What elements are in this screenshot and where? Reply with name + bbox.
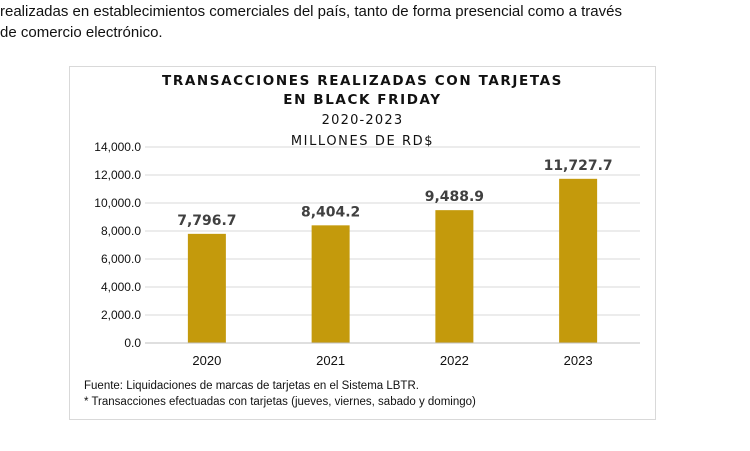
bar	[559, 178, 598, 343]
chart-footnote: * Transacciones efectuadas con tarjetas …	[84, 396, 476, 408]
data-label: 9,488.9	[425, 189, 484, 205]
y-tick-label: 6,000.0	[101, 252, 141, 266]
chart-title-line-1: TRANSACCIONES REALIZADAS CON TARJETAS	[162, 73, 563, 89]
x-tick-label: 2021	[316, 353, 345, 368]
chart-frame: TRANSACCIONES REALIZADAS CON TARJETAS EN…	[69, 66, 656, 420]
bar	[187, 233, 226, 343]
y-tick-label: 0.0	[124, 336, 141, 350]
chart-subtitle-units: MILLONES DE RD$	[290, 134, 435, 149]
chart-subtitle-years: 2020-2023	[321, 113, 404, 128]
chart-title-line-2: EN BLACK FRIDAY	[283, 92, 442, 108]
y-tick-label: 14,000.0	[94, 140, 141, 154]
y-tick-label: 2,000.0	[101, 308, 141, 322]
y-tick-label: 8,000.0	[101, 224, 141, 238]
x-tick-label: 2023	[564, 353, 593, 368]
chart-plot-area: 0.0 2,000.0 4,000.0 6,000.0 8,000.0 10,000.0 1…	[94, 140, 640, 368]
bar	[435, 210, 474, 343]
data-label: 8,404.2	[301, 204, 360, 220]
x-tick-label: 2022	[440, 353, 469, 368]
paragraph-line: de comercio electrónico.	[0, 24, 163, 41]
paragraph-line: realizadas en establecimientos comercial…	[0, 3, 622, 20]
chart-source-note: Fuente: Liquidaciones de marcas de tarje…	[84, 380, 419, 392]
y-tick-label: 12,000.0	[94, 168, 141, 182]
y-tick-label: 4,000.0	[101, 280, 141, 294]
y-tick-label: 10,000.0	[94, 196, 141, 210]
bar	[311, 225, 350, 343]
data-label: 7,796.7	[177, 213, 236, 229]
x-tick-label: 2020	[192, 353, 221, 368]
data-label: 11,727.7	[544, 158, 613, 174]
